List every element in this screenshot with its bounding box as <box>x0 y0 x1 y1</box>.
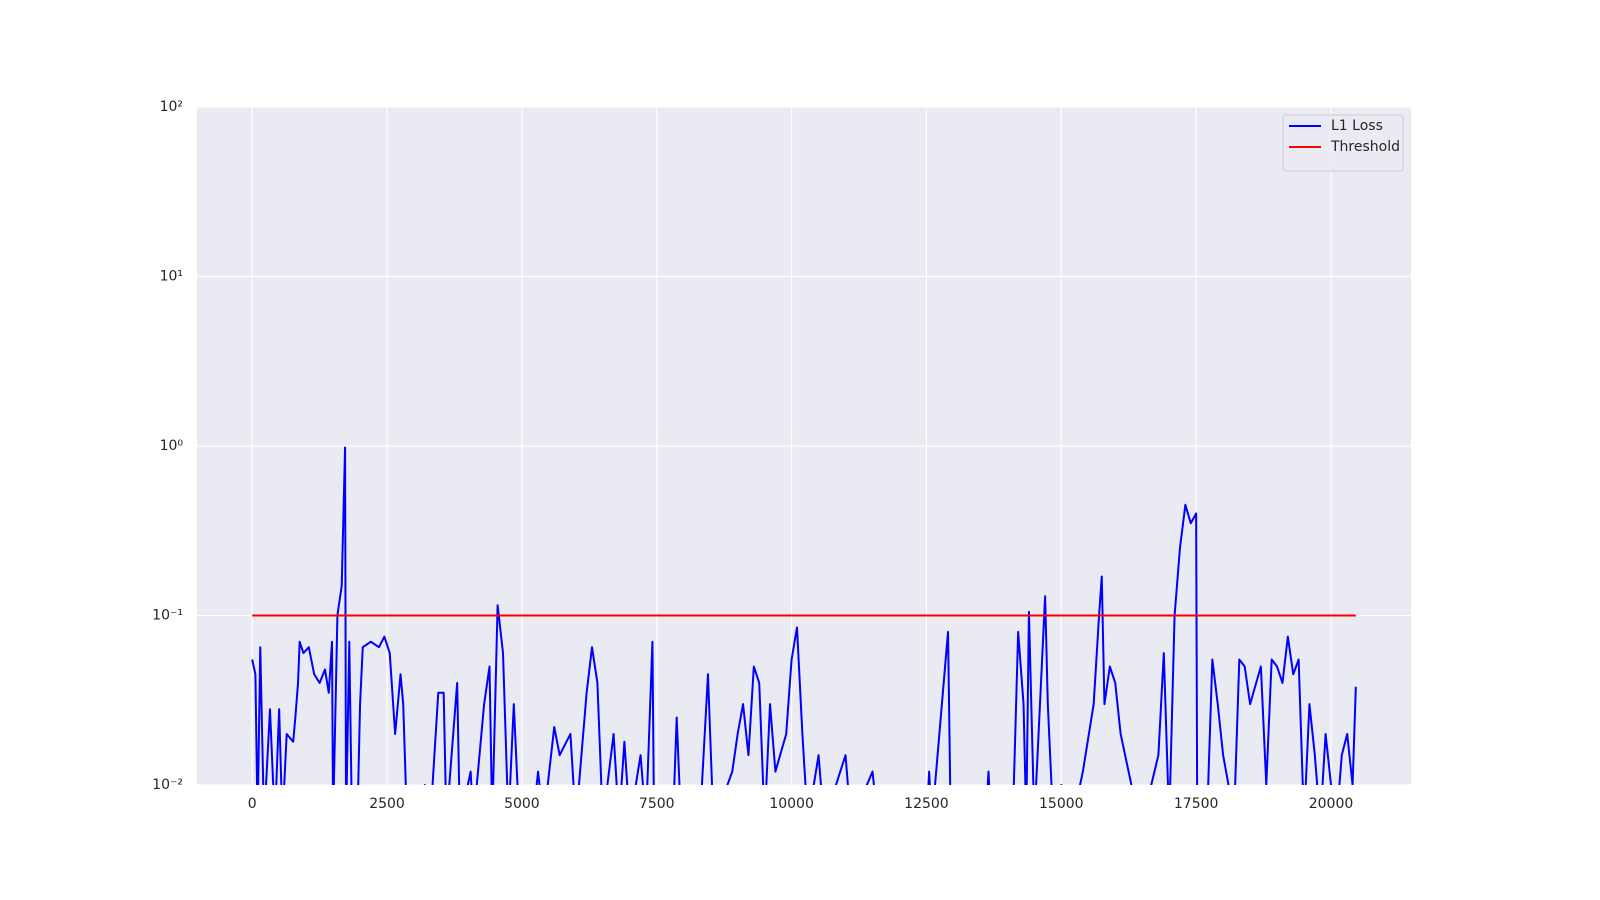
x-tick-label: 12500 <box>904 796 949 812</box>
x-tick-label: 20000 <box>1309 796 1354 812</box>
legend-label: Threshold <box>1330 139 1400 155</box>
x-tick-label: 5000 <box>504 796 540 812</box>
x-tick-label: 10000 <box>769 796 814 812</box>
labels: 0 2500 5000 7500 10000 12500 15000 17500 20000 10… <box>152 99 1353 812</box>
x-tick-label: 15000 <box>1039 796 1084 812</box>
x-tick-label: 7500 <box>639 796 675 812</box>
y-tick-label: 10² <box>160 99 183 115</box>
x-tick-label: 2500 <box>369 796 405 812</box>
y-tick-label: 10¹ <box>160 269 183 285</box>
x-tick-label: 0 <box>248 796 257 812</box>
series-line <box>251 446 1357 785</box>
legend: L1 Loss Threshold <box>1282 114 1404 172</box>
legend-box <box>1282 114 1404 172</box>
y-tick-label: 10⁰ <box>160 438 184 454</box>
y-tick-label: 10⁻¹ <box>152 608 183 624</box>
lines <box>251 446 1357 785</box>
y-tick-label: 10⁻² <box>152 777 183 793</box>
legend-label: L1 Loss <box>1331 118 1383 134</box>
x-tick-label: 17500 <box>1174 796 1219 812</box>
